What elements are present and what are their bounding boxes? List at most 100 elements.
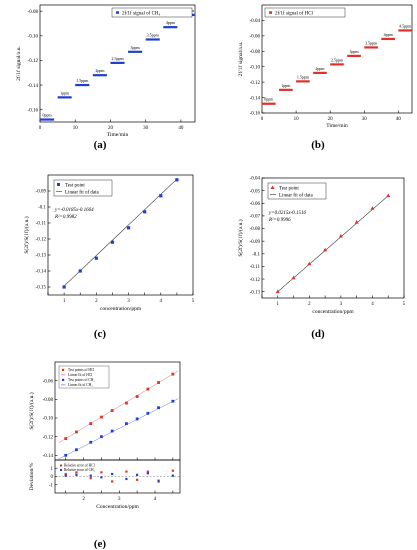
y-tick-label: -0.14 xyxy=(28,84,39,89)
legend-box xyxy=(264,7,346,18)
y-tick-label: 1 xyxy=(51,467,54,472)
y-tick-label: -0.14 xyxy=(43,454,54,459)
plot-frame xyxy=(47,174,194,296)
x-tick-label: 2 xyxy=(82,497,85,502)
step-label: 2ppm xyxy=(315,66,325,71)
error-point xyxy=(111,480,114,483)
legend-text: Linear fit of HCl xyxy=(68,373,92,377)
legend-text: Linear fit of data xyxy=(65,191,100,196)
error-point xyxy=(157,480,160,483)
data-point xyxy=(125,422,128,425)
panel-label-c: (c) xyxy=(94,328,107,340)
y-tick-label: -0.04 xyxy=(250,19,261,24)
x-tick-label: 30 xyxy=(362,117,368,122)
y-tick-label: -1 xyxy=(49,483,54,488)
data-point xyxy=(159,194,163,198)
error-point xyxy=(146,472,149,475)
x-axis-label: Time/min xyxy=(326,123,348,129)
step-label: 1.5ppm xyxy=(76,78,89,83)
data-point xyxy=(157,381,160,384)
x-axis-label: Concentration/ppm xyxy=(96,504,139,510)
data-point xyxy=(78,269,82,273)
y-tick-label: -0.10 xyxy=(250,65,261,70)
data-point xyxy=(307,261,312,266)
legend-text: Linear fit of CH₄ xyxy=(68,383,93,387)
legend-box xyxy=(58,365,110,389)
y-axis-label: S(2f)/S(1f)/(a.u.) xyxy=(23,216,30,253)
data-point xyxy=(175,178,179,182)
data-point xyxy=(64,453,68,457)
legend-marker xyxy=(57,183,60,186)
y-tick-label: -0.04 xyxy=(250,177,261,182)
step-label: 4.5ppm xyxy=(399,23,412,28)
error-point xyxy=(111,472,114,476)
x-tick-label: 0 xyxy=(39,126,42,131)
data-point xyxy=(89,422,93,425)
y-axis-label: S(2f)/S(1f)/(a.u.) xyxy=(28,392,35,429)
data-point xyxy=(146,387,150,391)
data-point xyxy=(146,411,150,415)
step-label: 2.5ppm xyxy=(111,56,124,61)
step-label: 0ppm xyxy=(264,97,274,102)
fit-r2: R²=0.9996 xyxy=(268,217,291,223)
chart-c: 1 2 3 4 5 -0.15 -0.14 -0.13 -0.12 -0.11 -0.1 -0.09 c… xyxy=(23,174,195,312)
y-tick-label: -0.15 xyxy=(36,286,47,291)
x-tick-label: 4 xyxy=(154,497,157,502)
data-point xyxy=(110,240,115,244)
data-point xyxy=(171,399,175,403)
y-tick-label: -0.12 xyxy=(250,81,261,86)
data-point xyxy=(157,406,160,410)
y-tick-label: 0 xyxy=(51,475,54,480)
plot-frame xyxy=(39,4,196,123)
x-tick-label: 4 xyxy=(371,302,374,307)
error-point xyxy=(125,470,128,473)
legend-box xyxy=(111,7,193,18)
data-point xyxy=(275,289,280,294)
y-tick-label: -0.08 xyxy=(43,398,54,403)
y-tick-label: -0.1 xyxy=(38,206,46,211)
x-tick-label: 1 xyxy=(63,299,66,304)
panel-label-d: (d) xyxy=(311,328,325,340)
step-label: 1ppm xyxy=(60,90,70,95)
step-label: 3.5ppm xyxy=(147,32,160,37)
y-axis-label: Deviation/% xyxy=(29,462,35,490)
legend-marker xyxy=(60,469,62,471)
error-point xyxy=(75,471,78,474)
x-tick-label: 5 xyxy=(403,302,406,307)
error-point xyxy=(125,477,128,481)
y-tick-label: -0.05 xyxy=(250,189,261,194)
x-tick-label: 4 xyxy=(160,299,163,304)
x-tick-label: 20 xyxy=(108,126,114,131)
error-point xyxy=(171,469,174,472)
step-label: 3ppm xyxy=(131,45,141,50)
step-label: 3.5ppm xyxy=(365,40,378,45)
data-point xyxy=(110,409,114,412)
y-tick-label: -0.14 xyxy=(36,270,47,275)
step-label: 1.5ppm xyxy=(297,74,310,79)
y-tick-label: -0.08 xyxy=(250,227,261,232)
y-tick-label: -0.11 xyxy=(36,222,47,227)
error-point xyxy=(146,470,149,473)
chart-e: -0.14 -0.12 -0.10 -0.08 -0.06 2 3 4 -1 0 1 Concentr… xyxy=(28,361,181,510)
fit-line xyxy=(277,195,389,292)
data-point xyxy=(135,417,139,421)
y-tick-label: -0.10 xyxy=(43,417,54,422)
step-label: 2ppm xyxy=(95,68,105,73)
x-tick-label: 10 xyxy=(294,117,300,122)
legend-text: Relative error of HCl xyxy=(64,464,95,468)
y-tick-label: -0.12 xyxy=(250,278,261,283)
y-tick-label: -0.12 xyxy=(36,238,47,243)
x-tick-label: 3 xyxy=(118,497,121,502)
legend-box xyxy=(267,182,327,200)
data-point xyxy=(110,429,114,433)
data-point xyxy=(386,193,391,198)
data-point xyxy=(94,256,98,260)
data-point xyxy=(291,275,296,280)
y-tick-label: -0.09 xyxy=(250,240,261,245)
error-point xyxy=(171,474,174,477)
data-point xyxy=(100,435,103,439)
legend-text: Test point xyxy=(279,186,299,191)
y-tick-label: -0.06 xyxy=(250,35,261,40)
chart-d: 1 2 3 4 5 -0.13 -0.12 -0.11 -0.1 -0.09 -0.08 -0.07 -… xyxy=(237,177,406,315)
